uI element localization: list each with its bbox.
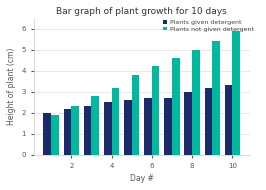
Bar — [225, 86, 232, 155]
Bar — [132, 75, 139, 155]
Bar — [51, 115, 59, 155]
Bar — [124, 100, 132, 155]
Y-axis label: Height of plant (cm): Height of plant (cm) — [7, 48, 16, 125]
Bar — [184, 92, 192, 155]
Bar — [232, 31, 240, 155]
Bar — [43, 113, 51, 155]
Bar — [192, 50, 200, 155]
Bar — [71, 106, 79, 155]
Bar — [164, 98, 172, 155]
Bar — [111, 88, 119, 155]
Bar — [172, 58, 180, 155]
Bar — [104, 102, 111, 155]
Bar — [64, 108, 71, 155]
Bar — [152, 66, 160, 155]
Title: Bar graph of plant growth for 10 days: Bar graph of plant growth for 10 days — [56, 7, 227, 16]
Legend: Plants given detergent, Plants not given detergent: Plants given detergent, Plants not given… — [162, 18, 255, 33]
Bar — [205, 88, 212, 155]
Bar — [144, 98, 152, 155]
Bar — [92, 96, 99, 155]
Bar — [84, 106, 92, 155]
Bar — [212, 41, 220, 155]
X-axis label: Day #: Day # — [130, 174, 154, 183]
